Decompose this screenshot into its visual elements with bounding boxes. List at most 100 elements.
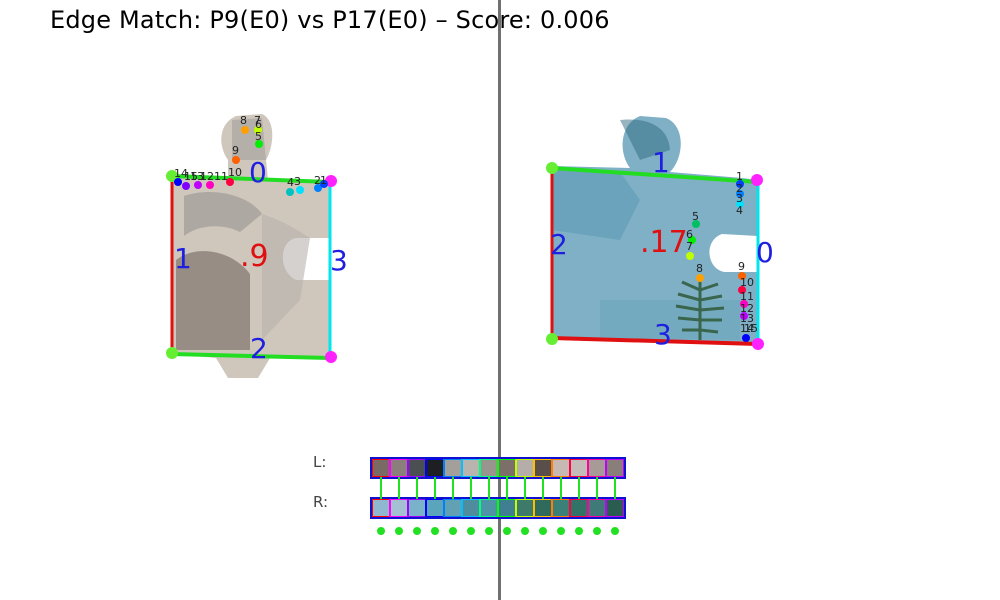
left-swatch bbox=[407, 458, 427, 478]
right-edge-label-2: 2 bbox=[550, 228, 568, 261]
match-dot bbox=[611, 527, 619, 535]
match-dot bbox=[539, 527, 547, 535]
left-swatch-row bbox=[370, 457, 626, 479]
left-edge-0 bbox=[171, 174, 331, 184]
right-swatch bbox=[605, 498, 625, 518]
right-edge-1 bbox=[551, 166, 759, 184]
right-point-8 bbox=[696, 274, 704, 282]
right-swatch bbox=[461, 498, 481, 518]
right-edge-label-3: 3 bbox=[654, 318, 672, 351]
right-swatch bbox=[515, 498, 535, 518]
right-piece-shade-2 bbox=[620, 119, 670, 160]
right-piece-id: .17 bbox=[640, 225, 688, 260]
left-swatch bbox=[425, 458, 445, 478]
left-point-label-13: 13 bbox=[190, 170, 204, 183]
left-point-label-14: 14 bbox=[174, 167, 188, 180]
right-point-3 bbox=[736, 200, 744, 208]
right-point-7 bbox=[686, 252, 694, 260]
right-swatch bbox=[371, 498, 391, 518]
left-swatch bbox=[371, 458, 391, 478]
left-swatch bbox=[389, 458, 409, 478]
left-swatch bbox=[515, 458, 535, 478]
right-swatch-row bbox=[370, 497, 626, 519]
left-point-labels: 14 15 13 12 11 10 9 8 7 6 5 4 3 2 1 bbox=[174, 114, 327, 189]
right-point-label-12: 12 bbox=[740, 302, 754, 315]
left-corner-tl bbox=[166, 170, 178, 182]
right-swatch bbox=[479, 498, 499, 518]
match-dots bbox=[377, 527, 619, 535]
center-divider bbox=[498, 0, 501, 600]
strip-r-label: R: bbox=[313, 493, 328, 511]
right-swatch bbox=[497, 498, 517, 518]
right-point-labels: 1 2 3 4 5 6 7 8 9 10 11 12 13 14 15 bbox=[686, 170, 758, 335]
left-sample-points bbox=[174, 126, 328, 196]
swatch-connectors bbox=[380, 477, 616, 499]
left-edge-label-3: 3 bbox=[330, 244, 348, 277]
left-swatch bbox=[587, 458, 607, 478]
right-swatch bbox=[569, 498, 589, 518]
right-point-9 bbox=[738, 272, 746, 280]
left-point-label-3: 3 bbox=[294, 175, 301, 188]
left-point-3 bbox=[296, 186, 304, 194]
left-swatch bbox=[569, 458, 589, 478]
right-swatch bbox=[407, 498, 427, 518]
foliage-leaf-1 bbox=[675, 280, 701, 332]
left-point-11 bbox=[226, 178, 234, 186]
chart-title: Edge Match: P9(E0) vs P17(E0) – Score: 0… bbox=[50, 6, 610, 34]
left-swatch bbox=[479, 458, 499, 478]
right-swatch bbox=[533, 498, 553, 518]
left-point-13 bbox=[194, 181, 202, 189]
right-edge-label-1: 1 bbox=[652, 146, 670, 179]
right-swatch bbox=[389, 498, 409, 518]
right-point-2 bbox=[736, 190, 744, 198]
left-piece-id: .9 bbox=[240, 239, 269, 274]
left-piece-shade-2 bbox=[184, 192, 262, 236]
left-point-label-9: 9 bbox=[232, 144, 239, 157]
right-corner-br bbox=[752, 338, 764, 350]
right-point-10 bbox=[738, 286, 746, 294]
right-piece-foliage bbox=[675, 276, 725, 340]
right-point-label-10: 10 bbox=[740, 276, 754, 289]
left-corner-br bbox=[325, 351, 337, 363]
right-point-label-15: 15 bbox=[744, 322, 758, 335]
left-point-14 bbox=[174, 178, 182, 186]
left-point-label-11: 11 bbox=[214, 170, 228, 183]
left-edge-2 bbox=[171, 352, 331, 360]
right-edge-label-0: 0 bbox=[756, 236, 774, 269]
strip-l-label: L: bbox=[313, 453, 326, 471]
right-point-label-8: 8 bbox=[696, 262, 703, 275]
foliage-leaf-2 bbox=[699, 282, 725, 334]
left-swatch bbox=[497, 458, 517, 478]
match-dot bbox=[593, 527, 601, 535]
left-corner-bl bbox=[166, 347, 178, 359]
left-swatch bbox=[533, 458, 553, 478]
right-point-label-2: 2 bbox=[736, 182, 743, 195]
right-point-label-6: 6 bbox=[686, 228, 693, 241]
left-point-1 bbox=[320, 180, 328, 188]
right-point-6 bbox=[688, 236, 696, 244]
left-point-7 bbox=[255, 140, 263, 148]
right-sample-points bbox=[686, 180, 750, 342]
right-point-label-1: 1 bbox=[736, 170, 743, 183]
match-dot bbox=[467, 527, 475, 535]
left-point-label-8: 8 bbox=[240, 114, 247, 127]
left-point-12 bbox=[206, 181, 214, 189]
left-edge-label-0: 0 bbox=[249, 156, 267, 189]
left-edge-label-2: 2 bbox=[250, 332, 268, 365]
right-swatch bbox=[587, 498, 607, 518]
left-swatch bbox=[461, 458, 481, 478]
match-dot bbox=[449, 527, 457, 535]
left-piece-shade-3 bbox=[262, 214, 310, 340]
left-edge-label-1: 1 bbox=[174, 242, 192, 275]
right-point-12 bbox=[740, 312, 748, 320]
left-swatch bbox=[605, 458, 625, 478]
left-point-4 bbox=[286, 188, 294, 196]
left-point-10 bbox=[232, 156, 240, 164]
match-dot bbox=[395, 527, 403, 535]
right-piece-shade-1 bbox=[552, 170, 640, 240]
right-point-label-13: 13 bbox=[740, 312, 754, 325]
left-point-label-15: 15 bbox=[184, 170, 198, 183]
left-point-label-6: 6 bbox=[255, 118, 262, 131]
left-point-label-10: 10 bbox=[228, 166, 242, 179]
